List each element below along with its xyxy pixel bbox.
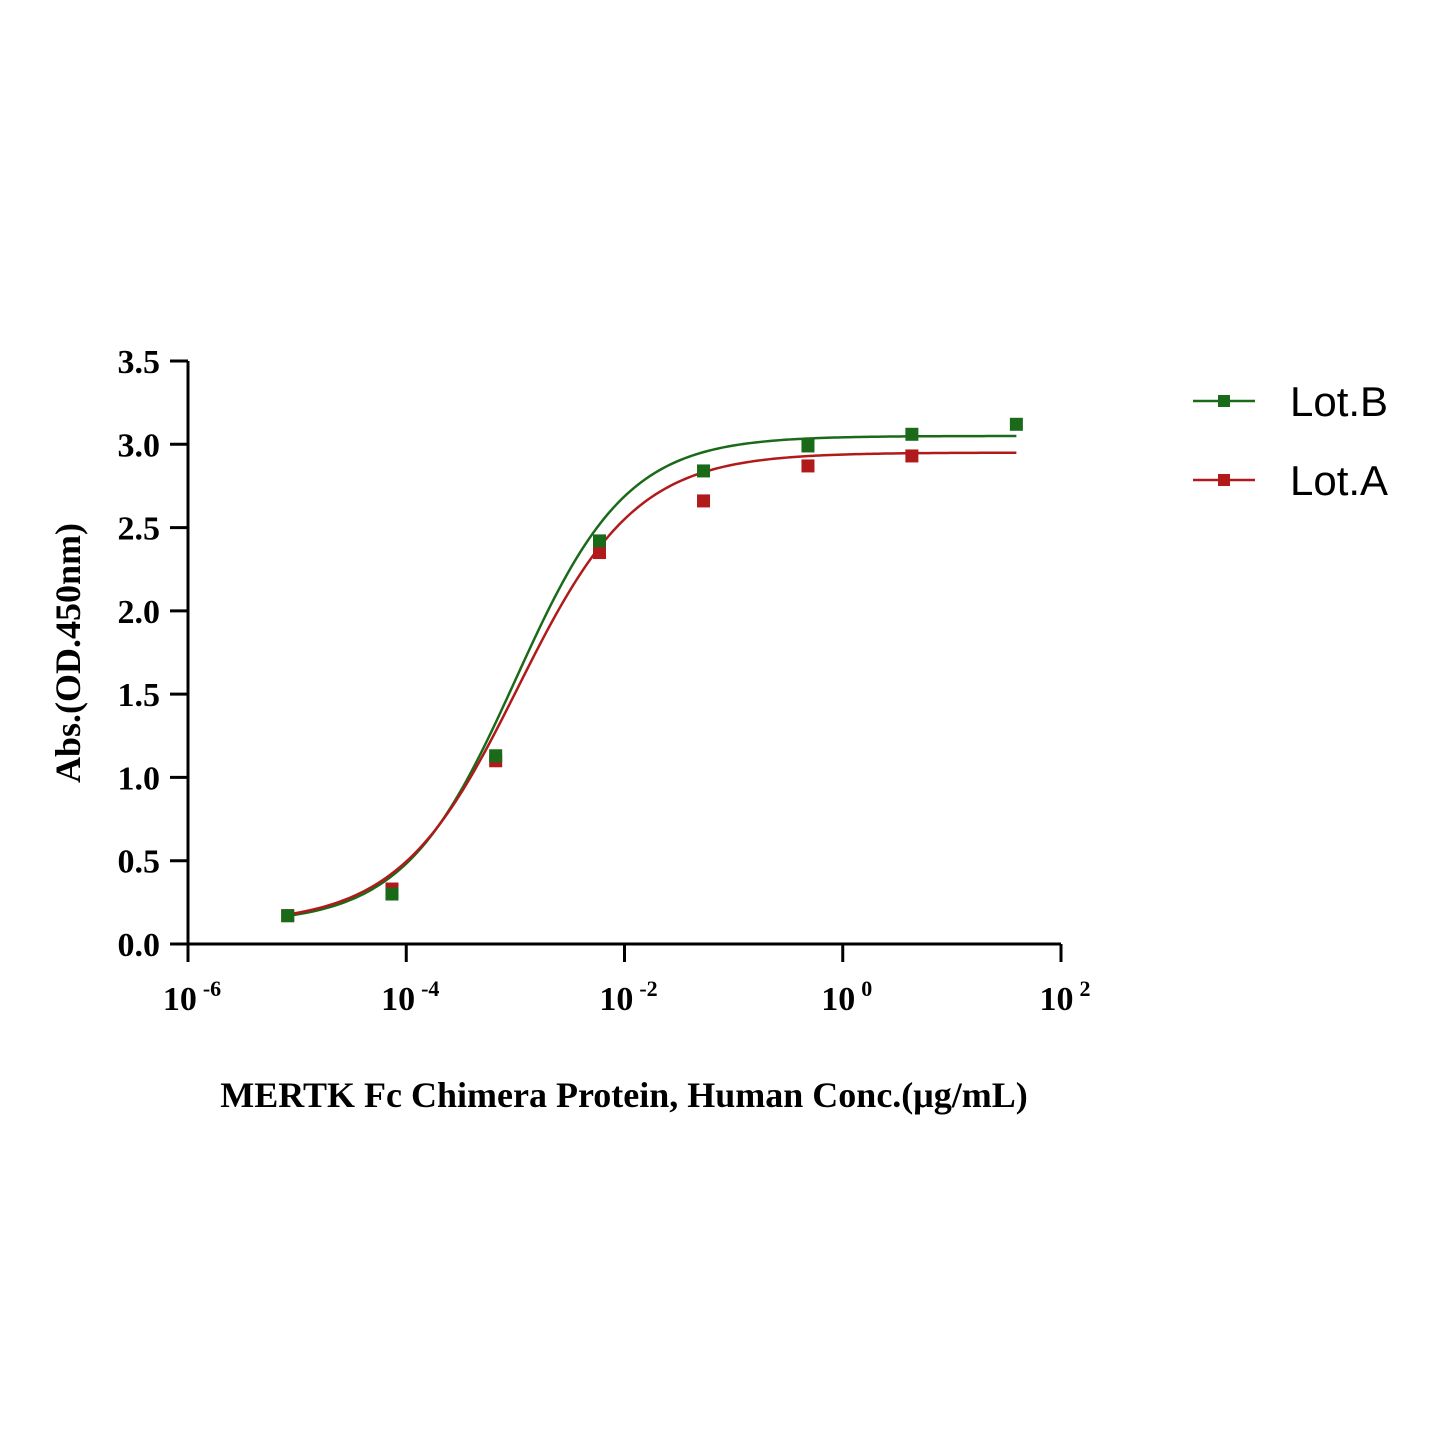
data-point xyxy=(385,887,399,901)
x-tick-label: 10 -4 xyxy=(381,976,439,1018)
fit-curve-lot-b xyxy=(287,434,1017,918)
x-tick-label: 10 -6 xyxy=(163,976,221,1018)
legend-label: Lot.B xyxy=(1290,378,1388,425)
y-tick-label: 0.5 xyxy=(118,844,161,881)
x-tick-label: 10 2 xyxy=(1040,976,1091,1018)
y-tick-label: 2.5 xyxy=(118,511,161,548)
legend-marker xyxy=(1218,474,1230,486)
data-point xyxy=(905,427,919,441)
legend-label: Lot.A xyxy=(1290,457,1388,504)
y-tick-label: 3.5 xyxy=(118,344,161,381)
x-tick-label: 10 0 xyxy=(821,976,872,1018)
legend-marker xyxy=(1218,395,1230,407)
y-tick-label: 1.5 xyxy=(118,677,161,714)
data-point xyxy=(281,909,295,923)
axes xyxy=(186,361,1061,946)
y-ticks: 0.0 0.5 1.0 1.5 2.0 2.5 3.0 3.5 xyxy=(118,344,188,964)
y-tick-label: 3.0 xyxy=(118,427,161,464)
data-points xyxy=(281,417,1023,923)
data-point xyxy=(592,546,606,560)
data-point xyxy=(801,459,815,473)
fit-curves xyxy=(287,434,1017,918)
data-point xyxy=(489,749,503,763)
y-tick-label: 1.0 xyxy=(118,760,161,797)
x-ticks: 10 -6 10 -4 10 -2 10 0 10 2 xyxy=(163,944,1091,1018)
y-tick-label: 2.0 xyxy=(118,594,161,631)
y-axis-title: Abs.(OD.450nm) xyxy=(48,523,88,783)
legend: Lot.B Lot.A xyxy=(1193,378,1388,504)
x-axis-title: MERTK Fc Chimera Protein, Human Conc.(μg… xyxy=(220,1075,1027,1115)
data-point xyxy=(905,449,919,463)
data-point xyxy=(801,439,815,453)
data-point xyxy=(697,494,711,508)
y-tick-label: 0.0 xyxy=(118,927,161,964)
x-tick-label: 10 -2 xyxy=(599,976,657,1018)
data-point xyxy=(1009,417,1023,431)
fit-curve-lot-a xyxy=(287,451,1017,916)
data-point xyxy=(592,534,606,548)
data-point xyxy=(697,464,711,478)
